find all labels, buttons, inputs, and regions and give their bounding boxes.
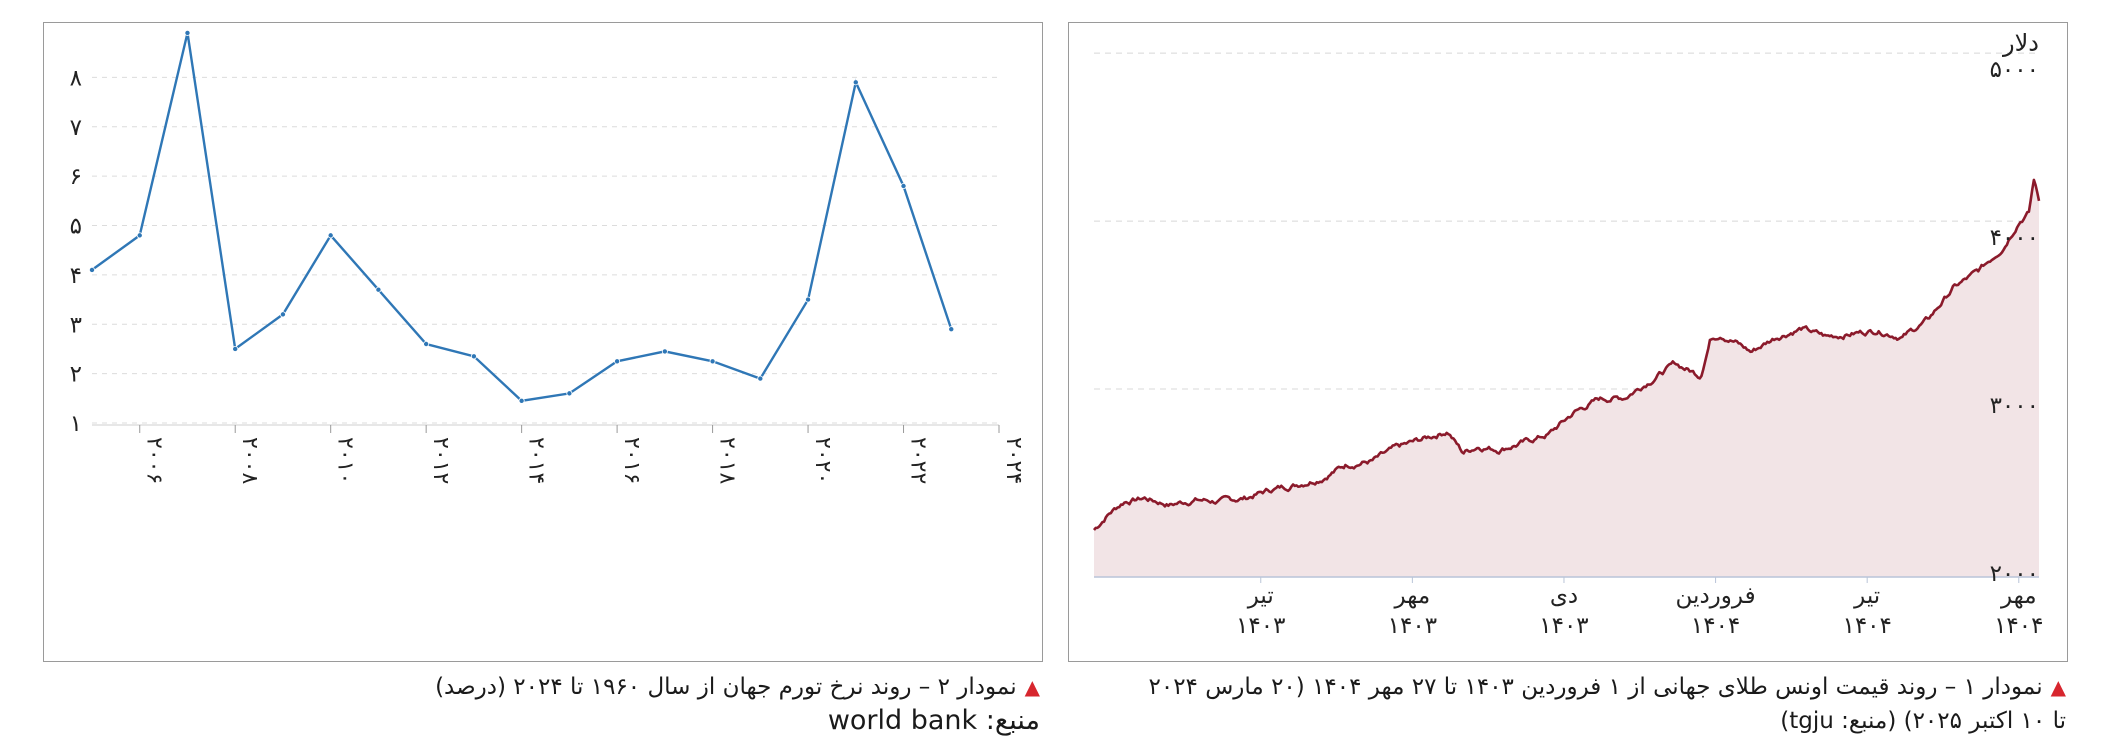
- x-tick-label: ۲۰۱۲: [428, 437, 453, 484]
- x-tick-label: ۲۰۱۶: [619, 437, 644, 484]
- x-tick-label: ۲۰۰۸: [237, 437, 262, 484]
- triangle-marker-icon: ▲: [2050, 675, 2066, 699]
- x-tick-month-label: دی: [1550, 583, 1578, 609]
- x-tick-label: ۲۰۱۸: [715, 437, 740, 484]
- gold-price-chart-panel: دلار ۲۰۰۰ ۳۰۰۰ ۴۰۰۰ ۵۰۰۰ تیر ۱۴۰۳ مهر ۱۴۰۳ دی ۱۴۰۳…: [1068, 22, 2068, 662]
- data-point: [470, 353, 477, 360]
- x-tick-label: ۲۰۰۶: [142, 437, 167, 484]
- x-tick-month-label: مهر: [2000, 583, 2037, 609]
- inflation-caption: ▲ نمودار ۲ – روند نرخ تورم جهان از سال ۱۹…: [435, 670, 1040, 704]
- x-tick-year-label: ۱۴۰۳: [1388, 613, 1437, 639]
- gold-caption-line1: ▲ نمودار ۱ – روند قیمت اونس طلای جهانی از…: [1149, 670, 2067, 704]
- y-tick-label: ۲۰۰۰: [1990, 561, 2039, 587]
- y-tick-label: ۳: [70, 312, 82, 338]
- x-tick-label: ۲۰۱۰: [333, 437, 358, 484]
- data-point: [566, 390, 573, 397]
- y-tick-label: ۲: [70, 362, 82, 388]
- data-point: [614, 358, 621, 365]
- y-axis-unit-label: دلار: [2002, 29, 2039, 57]
- x-tick-year-label: ۱۴۰۴: [1994, 613, 2043, 639]
- gold-area-fill: [1094, 179, 2039, 577]
- data-point: [327, 232, 334, 239]
- data-point: [852, 79, 859, 86]
- gold-caption-line2: تا ۱۰ اکتبر ۲۰۲۵) (منبع: tgju): [1780, 708, 2066, 734]
- x-tick-label: ۲۰۱۴: [524, 437, 549, 484]
- data-point: [757, 375, 764, 382]
- triangle-marker-icon: ▲: [1024, 675, 1040, 699]
- inflation-line-chart: ۱ ۲ ۳ ۴ ۵ ۶ ۷ ۸ ۲۰۰۶ ۲۰۰۸ ۲۰۱۰ ۲۰۱۲ ۲۰۱۴ ۲۰۱۶ ۲۰۱۸ ۲۰۲۰…: [70, 29, 1026, 484]
- data-point: [136, 232, 143, 239]
- gold-price-line: [1092, 178, 2041, 531]
- data-point: [709, 358, 716, 365]
- x-tick-year-label: ۱۴۰۳: [1236, 613, 1285, 639]
- y-tick-label: ۸: [70, 65, 82, 91]
- x-tick-year-label: ۱۴۰۴: [1691, 613, 1740, 639]
- data-point: [423, 340, 430, 347]
- data-point: [279, 311, 286, 318]
- y-tick-label: ۶: [70, 164, 82, 190]
- inflation-caption-text: نمودار ۲ – روند نرخ تورم جهان از سال ۱۹۶…: [435, 674, 1017, 700]
- x-tick-month-label: تیر: [1853, 583, 1880, 609]
- inflation-source: منبع: world bank: [827, 705, 1040, 736]
- x-tick-month-label: فروردین: [1676, 583, 1756, 609]
- y-tick-label: ۳۰۰۰: [1990, 393, 2039, 419]
- gold-price-area-chart: دلار ۲۰۰۰ ۳۰۰۰ ۴۰۰۰ ۵۰۰۰ تیر ۱۴۰۳ مهر ۱۴۰۳ دی ۱۴۰۳…: [1092, 29, 2043, 639]
- y-tick-label: ۵۰۰۰: [1990, 57, 2039, 83]
- y-tick-label: ۷: [70, 115, 82, 141]
- data-point: [375, 286, 382, 293]
- data-point: [900, 182, 907, 189]
- x-tick-month-label: تیر: [1247, 583, 1274, 609]
- x-tick-year-label: ۱۴۰۳: [1539, 613, 1588, 639]
- x-tick-year-label: ۱۴۰۴: [1842, 613, 1891, 639]
- data-point: [805, 296, 812, 303]
- y-tick-label: ۱: [70, 411, 82, 437]
- data-point: [518, 397, 525, 404]
- x-tick-label: ۲۰۲۲: [906, 437, 931, 484]
- inflation-chart-panel: ۱ ۲ ۳ ۴ ۵ ۶ ۷ ۸ ۲۰۰۶ ۲۰۰۸ ۲۰۱۰ ۲۰۱۲ ۲۰۱۴ ۲۰۱۶ ۲۰۱۸ ۲۰۲۰…: [43, 22, 1043, 662]
- data-point: [89, 266, 96, 273]
- data-point: [661, 348, 668, 355]
- y-tick-label: ۴۰۰۰: [1990, 225, 2039, 251]
- y-tick-label: ۴: [70, 263, 82, 289]
- gold-caption-text: نمودار ۱ – روند قیمت اونس طلای جهانی از …: [1148, 674, 2043, 700]
- inflation-series-line: [91, 32, 953, 403]
- x-tick-month-label: مهر: [1394, 583, 1431, 609]
- y-tick-label: ۵: [70, 214, 82, 240]
- x-tick-label: ۲۰۲۰: [810, 437, 835, 484]
- x-tick-label: ۲۰۲۴: [1001, 437, 1026, 484]
- data-point: [232, 345, 239, 352]
- data-point: [948, 326, 955, 333]
- data-point: [184, 29, 191, 36]
